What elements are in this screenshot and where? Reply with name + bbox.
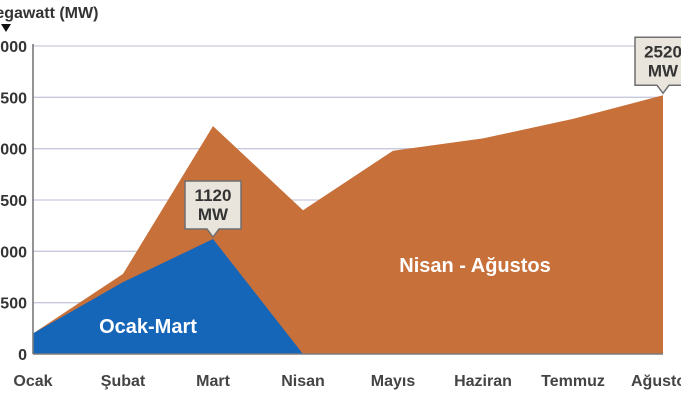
- callout-box: [184, 180, 242, 239]
- callout-text: 2520: [644, 42, 681, 61]
- x-tick-label: Haziran: [454, 373, 512, 390]
- y-tick-label: 2000: [0, 142, 27, 159]
- x-tick-label: Şubat: [101, 373, 146, 390]
- x-tick-label: Ocak: [13, 373, 52, 390]
- callout-text: MW: [198, 205, 229, 224]
- callout-box: [634, 36, 681, 95]
- x-tick-label: Ağustos: [631, 373, 681, 390]
- x-tick-label: Nisan: [281, 373, 325, 390]
- y-tick-label: 1000: [0, 244, 27, 261]
- y-tick-label: 3000: [0, 39, 27, 56]
- plot-areas: [33, 95, 663, 354]
- y-axis-title: Megawatt (MW): [0, 5, 98, 22]
- y-tick-label: 2500: [0, 90, 27, 107]
- labels: 0 500 1000 1500 2000 2500 3000 Megawatt (MW) Oca…: [0, 5, 681, 390]
- axes: [32, 44, 663, 355]
- x-tick-label: Mayıs: [371, 373, 416, 390]
- callout-text: 1120: [195, 186, 232, 205]
- series-label: Nisan - Ağustos: [399, 255, 551, 277]
- series-label: Ocak-Mart: [99, 316, 197, 338]
- y-axis-arrow-icon: [1, 24, 11, 32]
- y-tick-label: 1500: [0, 193, 27, 210]
- y-tick-label: 500: [0, 296, 27, 313]
- x-tick-label: Mart: [196, 373, 230, 390]
- y-tick-label: 0: [18, 347, 27, 364]
- x-tick-label: Temmuz: [541, 373, 605, 390]
- area-ocak-mart: [33, 239, 303, 354]
- callout-text: MW: [648, 61, 679, 80]
